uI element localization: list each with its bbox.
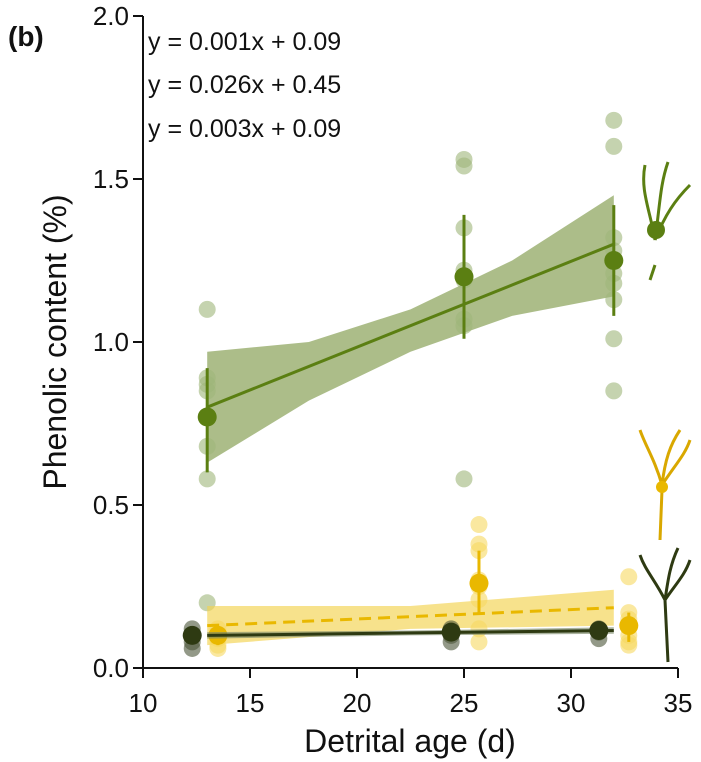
- y-tick-label: 2.0: [93, 1, 129, 31]
- data-point: [605, 330, 623, 348]
- equation: y = 0.003x + 0.09: [148, 115, 341, 143]
- y-tick-label: 0.0: [93, 653, 129, 683]
- equation: y = 0.026x + 0.45: [148, 71, 341, 99]
- data-point: [605, 382, 623, 400]
- x-tick-label: 15: [236, 688, 265, 718]
- data-point: [620, 568, 638, 586]
- data-point: [470, 516, 488, 534]
- fit-line: [207, 629, 614, 637]
- data-point: [183, 639, 201, 657]
- x-tick-label: 35: [664, 688, 693, 718]
- confidence-band: [207, 589, 614, 646]
- seaweed-icon: [638, 161, 692, 663]
- mean-point: [589, 621, 609, 641]
- data-point: [605, 111, 623, 129]
- x-tick-label: 30: [557, 688, 586, 718]
- data-point: [455, 157, 473, 175]
- data-point: [209, 639, 227, 657]
- y-tick-label: 0.5: [93, 490, 129, 520]
- data-point: [605, 137, 623, 155]
- fit-line: [206, 242, 615, 409]
- y-tick-label: 1.5: [93, 164, 129, 194]
- x-tick-label: 10: [129, 688, 158, 718]
- x-axis-label: Detrital age (d): [304, 723, 516, 759]
- mean-point: [182, 625, 202, 645]
- mean-point: [604, 251, 624, 270]
- data-point: [455, 470, 473, 488]
- data-point: [620, 636, 638, 654]
- data-point: [198, 470, 216, 488]
- mean-point: [454, 267, 474, 287]
- confidence-band: [207, 195, 614, 463]
- data-point: [470, 633, 488, 651]
- data-point: [198, 300, 216, 318]
- mean-point: [441, 622, 461, 642]
- x-tick-label: 20: [343, 688, 372, 718]
- mean-point: [619, 616, 639, 636]
- fit-line: [207, 606, 614, 628]
- y-axis-label: Phenolic content (%): [37, 194, 73, 489]
- y-tick-label: 1.0: [93, 327, 129, 357]
- equation: y = 0.001x + 0.09: [148, 28, 341, 56]
- mean-point: [469, 573, 489, 593]
- mean-point: [197, 407, 217, 427]
- panel-label: (b): [8, 21, 44, 52]
- x-tick-label: 25: [450, 688, 479, 718]
